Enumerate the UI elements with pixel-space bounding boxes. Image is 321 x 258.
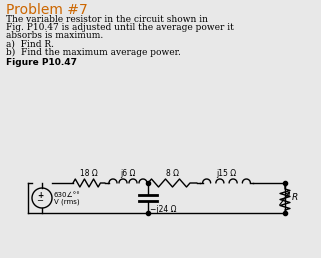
Text: 630∠°°: 630∠°°: [54, 192, 81, 198]
Text: The variable resistor in the circuit shown in: The variable resistor in the circuit sho…: [6, 15, 208, 24]
Text: Fig. P10.47 is adjusted until the average power it: Fig. P10.47 is adjusted until the averag…: [6, 23, 234, 32]
Text: −: −: [37, 197, 44, 206]
Text: j6 Ω: j6 Ω: [120, 169, 136, 178]
Text: 8 Ω: 8 Ω: [166, 169, 179, 178]
Text: Problem #7: Problem #7: [6, 3, 88, 17]
Text: Figure P10.47: Figure P10.47: [6, 58, 77, 67]
Text: a)  Find R.: a) Find R.: [6, 40, 54, 49]
Text: R: R: [292, 194, 298, 203]
Text: j15 Ω: j15 Ω: [216, 169, 237, 178]
Text: +: +: [37, 190, 43, 199]
Text: −j24 Ω: −j24 Ω: [150, 205, 177, 214]
Text: b)  Find the maximum average power.: b) Find the maximum average power.: [6, 48, 181, 57]
Text: absorbs is maximum.: absorbs is maximum.: [6, 31, 103, 40]
Text: 18 Ω: 18 Ω: [80, 169, 98, 178]
Text: V (rms): V (rms): [54, 199, 80, 205]
